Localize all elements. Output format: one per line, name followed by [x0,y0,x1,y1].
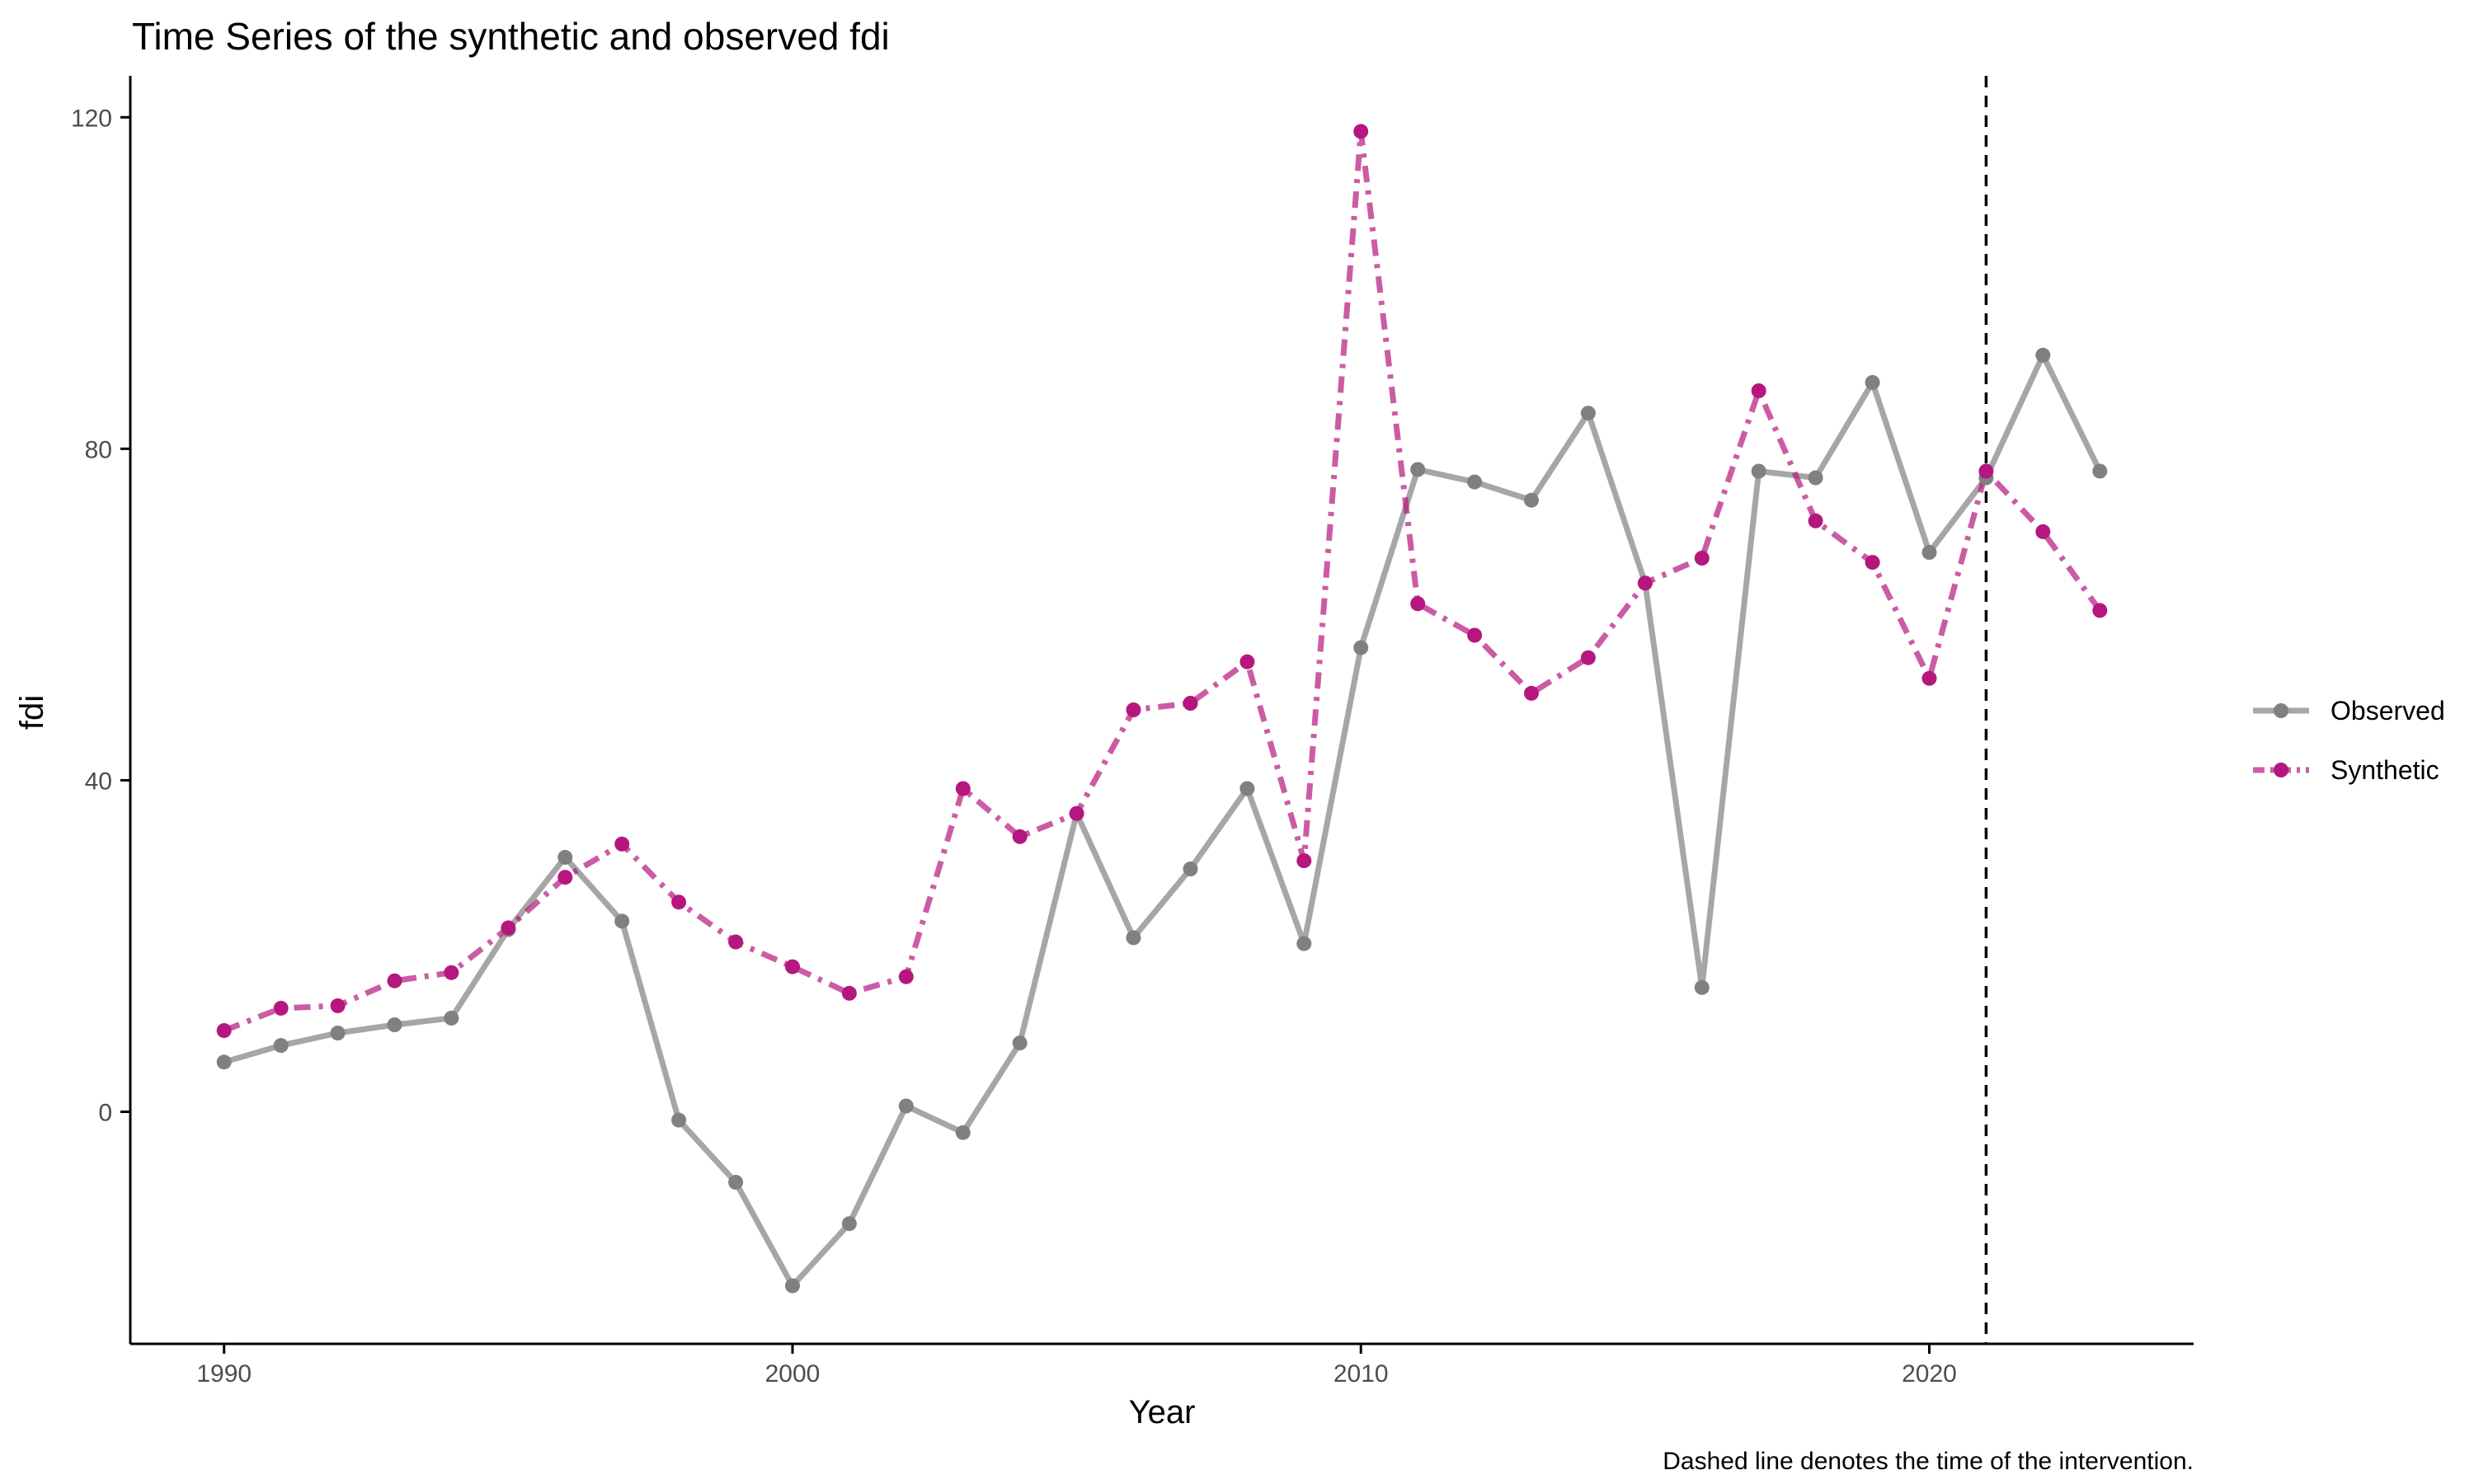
synthetic-point [898,969,914,984]
x-tick-label: 1990 [196,1360,252,1388]
synthetic-point [1467,627,1483,643]
synthetic-point [2092,603,2108,618]
observed-series-line [223,352,2103,1289]
observed-point [1353,640,1369,655]
synthetic-point [2035,524,2051,539]
synthetic-point [387,973,402,989]
legend-item-synthetic: Synthetic [2253,755,2439,785]
x-tick-label: 2000 [765,1360,821,1388]
synthetic-point [216,1023,232,1038]
synthetic-point [1751,383,1766,398]
observed-point [330,1026,346,1040]
synthetic-point [501,920,516,936]
observed-point [955,1125,971,1140]
x-axis-label: Year [1129,1394,1196,1430]
synthetic-point [1296,853,1312,868]
observed-point [1410,462,1426,477]
observed-point [1580,406,1596,421]
legend-synthetic-marker [2274,763,2288,777]
observed-point [671,1112,687,1128]
observed-point [1694,979,1710,995]
observed-point [2092,463,2108,479]
chart-title: Time Series of the synthetic and observe… [132,15,890,58]
synthetic-point [557,870,573,885]
synthetic-point [671,895,687,910]
plot-area [216,76,2108,1344]
synthetic-point [1183,696,1198,711]
observed-point [841,1216,857,1232]
synthetic-point [273,1000,289,1016]
synthetic-point [728,934,744,950]
observed-point [614,913,630,929]
observed-point [273,1038,289,1054]
synthetic-point [1865,555,1880,571]
legend-synthetic-label: Synthetic [2331,755,2439,785]
observed-point [557,849,573,865]
y-tick-label: 80 [85,436,112,463]
y-tick-label: 0 [98,1100,112,1127]
observed-point [1239,781,1255,796]
synthetic-point [330,998,346,1013]
observed-point [1467,474,1483,490]
synthetic-point [1978,463,1994,479]
synthetic-point [1353,124,1369,139]
observed-point [387,1017,402,1032]
observed-point [1524,492,1539,508]
synthetic-point [1694,551,1710,566]
observed-point [728,1175,744,1190]
x-axis-ticks: 1990 2000 2010 2020 [196,1344,1957,1388]
synthetic-point [955,781,971,796]
synthetic-point [785,959,800,974]
legend-observed-label: Observed [2331,696,2445,726]
observed-point [2035,347,2051,363]
x-tick-label: 2020 [1902,1360,1957,1388]
observed-point [1126,930,1141,946]
synthetic-point [1239,654,1255,669]
synthetic-point [1580,650,1596,665]
observed-point [898,1098,914,1114]
synthetic-point [1126,702,1141,717]
synthetic-point [841,985,857,1001]
legend-observed-marker [2274,703,2288,718]
observed-point [785,1278,800,1294]
chart-caption: Dashed line denotes the time of the inte… [1663,1448,2194,1475]
synthetic-point [1524,685,1539,701]
y-axis-label: fdi [14,695,50,730]
observed-point [1865,374,1880,390]
synthetic-point [444,965,459,980]
observed-point [1808,470,1823,486]
observed-point [1751,463,1766,479]
y-tick-label: 40 [85,768,112,795]
observed-point [1921,545,1937,560]
y-tick-label: 120 [71,105,112,132]
observed-point [1183,862,1198,876]
synthetic-point [614,836,630,852]
synthetic-point [1637,575,1653,591]
synthetic-point [1012,829,1028,844]
synthetic-series-line [223,128,2103,1034]
synthetic-point [1069,805,1084,821]
observed-point [216,1054,232,1070]
observed-point [444,1010,459,1026]
synthetic-point [1410,596,1426,612]
legend: Observed Synthetic [2253,696,2445,785]
y-axis-ticks: 0 40 80 120 [71,105,130,1127]
synthetic-point [1921,670,1937,686]
synthetic-point [1808,513,1823,528]
observed-point [1012,1036,1028,1051]
legend-item-observed: Observed [2253,696,2445,726]
observed-point [1296,936,1312,951]
x-tick-label: 2010 [1333,1360,1389,1388]
